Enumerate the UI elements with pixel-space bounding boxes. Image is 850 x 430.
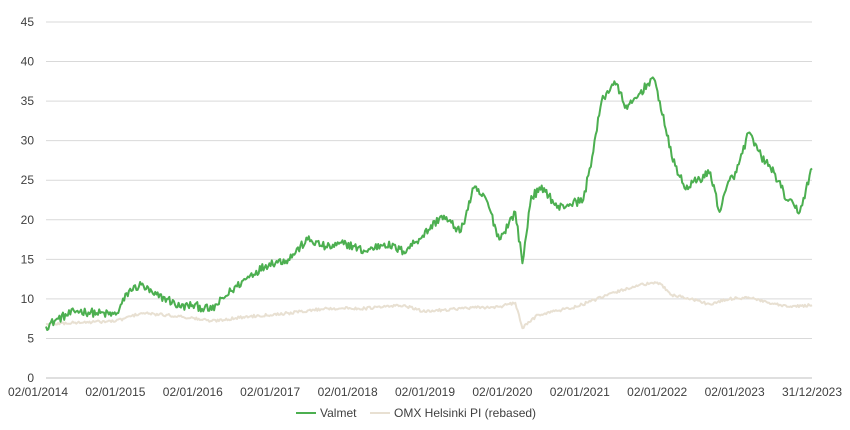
legend-item-valmet: Valmet [296, 406, 357, 420]
y-tick-label: 45 [21, 15, 35, 29]
y-tick-label: 35 [21, 94, 35, 108]
gridlines [46, 21, 812, 379]
y-tick-label: 40 [21, 55, 35, 69]
y-axis-ticks: 0 5 10 15 20 25 30 35 40 45 [21, 15, 35, 385]
x-tick-label: 02/01/2020 [472, 385, 532, 399]
legend-label: OMX Helsinki PI (rebased) [394, 406, 536, 420]
x-axis-ticks: 02/01/2014 02/01/2015 02/01/2016 02/01/2017… [8, 385, 842, 399]
y-tick-label: 25 [21, 173, 35, 187]
x-tick-label: 02/01/2017 [240, 385, 300, 399]
y-tick-label: 20 [21, 213, 35, 227]
legend-label: Valmet [320, 406, 357, 420]
x-tick-label: 02/01/2021 [550, 385, 610, 399]
legend: Valmet OMX Helsinki PI (rebased) [296, 406, 536, 420]
x-tick-label: 31/12/2023 [782, 385, 842, 399]
x-tick-label: 02/01/2014 [8, 385, 68, 399]
x-tick-label: 02/01/2015 [85, 385, 145, 399]
series-line-valmet [45, 76, 813, 331]
series-lines [45, 76, 813, 331]
x-tick-label: 02/01/2018 [318, 385, 378, 399]
y-tick-label: 10 [21, 292, 35, 306]
x-tick-label: 02/01/2016 [163, 385, 223, 399]
x-tick-label: 02/01/2022 [627, 385, 687, 399]
x-tick-label: 02/01/2023 [705, 385, 765, 399]
series-line-omx-helsinki [45, 281, 813, 330]
y-tick-label: 30 [21, 134, 35, 148]
y-tick-label: 0 [27, 371, 34, 385]
legend-item-omx-helsinki: OMX Helsinki PI (rebased) [370, 406, 536, 420]
y-tick-label: 15 [21, 252, 35, 266]
y-tick-label: 5 [27, 331, 34, 345]
x-tick-label: 02/01/2019 [395, 385, 455, 399]
